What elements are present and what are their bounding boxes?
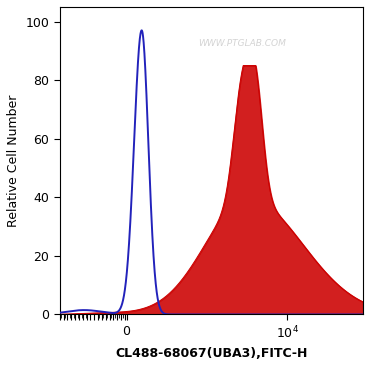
- X-axis label: CL488-68067(UBA3),FITC-H: CL488-68067(UBA3),FITC-H: [115, 347, 307, 360]
- Y-axis label: Relative Cell Number: Relative Cell Number: [7, 95, 20, 227]
- Text: WWW.PTGLAB.COM: WWW.PTGLAB.COM: [198, 39, 286, 48]
